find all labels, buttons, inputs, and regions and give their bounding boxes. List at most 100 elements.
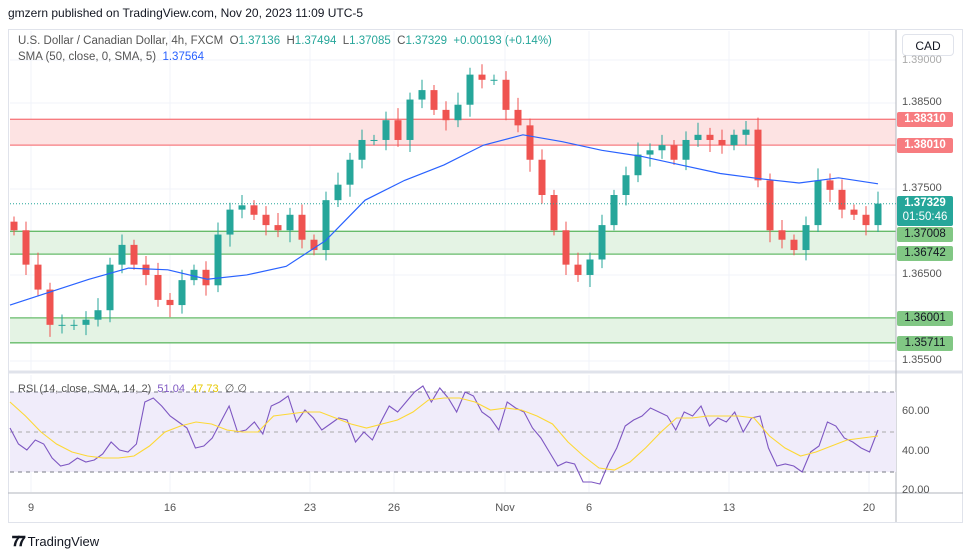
candle-up: [226, 209, 234, 235]
open-label: O: [229, 35, 239, 47]
date-tick: 6: [585, 502, 593, 514]
candle-down: [538, 159, 546, 196]
candle-up: [682, 139, 690, 160]
candle-down: [130, 244, 138, 265]
price-tick: 1.39000: [902, 54, 942, 66]
date-tick: Nov: [495, 502, 515, 514]
candle-down: [850, 209, 858, 215]
candle-down: [562, 230, 570, 265]
date-tick: 16: [163, 502, 177, 514]
candle-down: [274, 225, 282, 231]
candle-up: [658, 145, 666, 151]
candle-down: [574, 264, 582, 275]
candle-down: [826, 180, 834, 190]
candle-down: [838, 189, 846, 210]
symbol-legend: U.S. Dollar / Canadian Dollar, 4h, FXCM …: [18, 35, 552, 47]
candle-down: [778, 230, 786, 240]
candle-down: [202, 269, 210, 286]
candle-up: [286, 214, 294, 231]
candle-down: [550, 195, 558, 231]
candle-down: [298, 214, 306, 240]
candle-down: [718, 139, 726, 146]
low-value: 1.37085: [349, 35, 391, 47]
candle-down: [706, 134, 714, 140]
candle-down: [442, 109, 450, 121]
candle-up: [634, 154, 642, 176]
candle-up: [58, 324, 66, 326]
candle-down: [310, 239, 318, 251]
candle-down: [262, 214, 270, 226]
support-badge: 1.35711: [897, 336, 953, 351]
resistance-upper-badge: 1.38310: [897, 112, 953, 127]
symbol-name: U.S. Dollar / Canadian Dollar, 4h, FXCM: [18, 35, 224, 47]
candle-down: [754, 129, 762, 181]
candle-up: [814, 180, 822, 226]
candle-down: [766, 180, 774, 231]
candle-down: [502, 79, 510, 110]
candle-down: [394, 120, 402, 140]
candle-up: [178, 280, 186, 306]
candle-down: [10, 221, 18, 231]
tradingview-logo-icon: 𝟕𝟕: [12, 533, 26, 549]
brand-name: TradingView: [27, 534, 100, 549]
support-zone: [10, 317, 896, 343]
date-tick: 26: [387, 502, 401, 514]
support-badge: 1.37008: [897, 227, 953, 242]
price-tick: 1.38500: [902, 96, 942, 108]
candle-up: [70, 324, 78, 326]
candle-up: [382, 120, 390, 140]
rsi-sma-line: [9, 397, 879, 471]
rsi-label: RSI (14, close, SMA, 14, 2): [18, 383, 152, 395]
last-price-badge: 1.37329 01:50:46: [897, 196, 953, 226]
candle-down: [46, 289, 54, 325]
candle-down: [790, 239, 798, 251]
tradingview-logo[interactable]: 𝟕𝟕 TradingView: [12, 533, 99, 550]
candle-down: [862, 214, 870, 226]
open-value: 1.37136: [238, 35, 281, 47]
sma-value: 1.37564: [162, 51, 205, 63]
candle-up: [466, 74, 474, 105]
price-tick: 1.35500: [902, 354, 942, 366]
candle-down: [670, 145, 678, 160]
candle-up: [214, 234, 222, 286]
candle-up: [118, 244, 126, 265]
date-tick: 9: [27, 502, 35, 514]
candle-up: [598, 225, 606, 260]
candle-up: [730, 134, 738, 146]
candle-down: [526, 125, 534, 160]
candle-down: [154, 274, 162, 300]
candle-down: [250, 205, 258, 215]
rsi-tick: 20.00: [902, 484, 930, 496]
resistance-lower-badge: 1.38010: [897, 138, 953, 153]
candle-up: [802, 225, 810, 251]
date-tick: 20: [862, 502, 876, 514]
support-zone: [10, 231, 896, 255]
candle-up: [646, 150, 654, 155]
price-tick: 1.37500: [902, 182, 942, 194]
chart-frame: [8, 29, 963, 523]
candle-down: [478, 74, 486, 80]
candle-up: [94, 310, 102, 320]
published-caption: gmzern published on TradingView.com, Nov…: [8, 6, 364, 20]
candle-up: [358, 139, 366, 160]
candle-down: [142, 264, 150, 275]
change-value: +0.00193 (+0.14%): [453, 35, 552, 47]
rsi-value: 51.04: [157, 383, 185, 395]
candle-up: [238, 205, 246, 210]
currency-button[interactable]: CAD: [902, 34, 954, 56]
high-label: H: [286, 35, 295, 47]
rsi-legend[interactable]: RSI (14, close, SMA, 14, 2) 51.04 47.73 …: [18, 382, 247, 395]
candle-up: [622, 175, 630, 196]
candle-up: [190, 269, 198, 281]
date-tick: 13: [722, 502, 736, 514]
sma-legend[interactable]: SMA (50, close, 0, SMA, 5) 1.37564: [18, 51, 204, 63]
rsi-tick: 60.00: [902, 405, 930, 417]
candle-up: [346, 159, 354, 185]
price-tick: 1.36500: [902, 268, 942, 280]
last-price: 1.37329: [904, 197, 946, 209]
close-label: C: [397, 35, 406, 47]
low-label: L: [342, 35, 350, 47]
candle-up: [418, 90, 426, 100]
date-tick: 23: [303, 502, 317, 514]
